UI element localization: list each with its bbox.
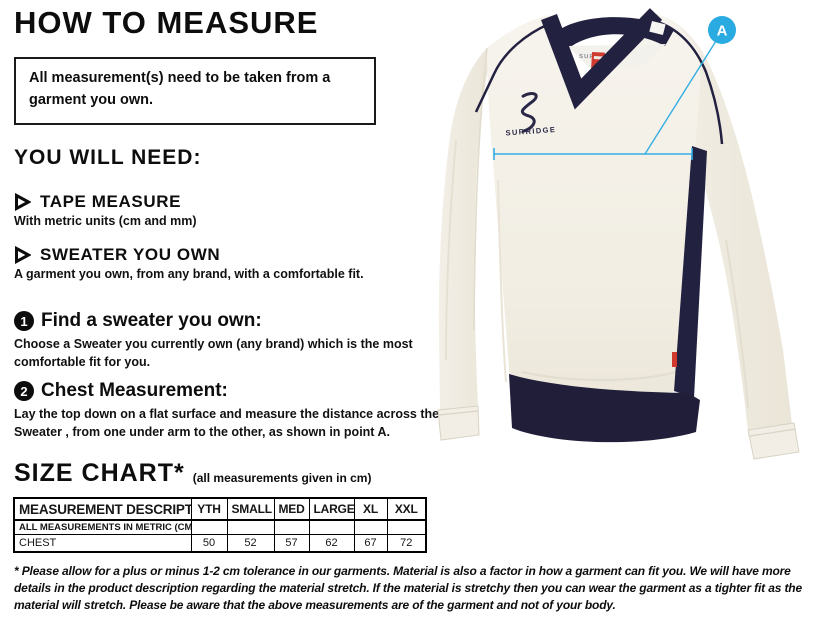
step-number-badge: 2 bbox=[14, 381, 34, 401]
column-header: XL bbox=[353, 497, 388, 521]
measurement-notice: All measurement(s) need to be taken from… bbox=[14, 57, 376, 125]
column-header: YTH bbox=[190, 497, 228, 521]
brand-logo: SURRIDGE bbox=[505, 92, 557, 138]
step-1-description: Choose a Sweater you currently own (any … bbox=[14, 337, 413, 369]
sweater-side-panel bbox=[674, 146, 707, 398]
brand-logo-text: SURRIDGE bbox=[505, 125, 556, 138]
table-row: ALL MEASUREMENTS IN METRIC (CM) bbox=[13, 519, 427, 535]
need-item-tape-measure: TAPE MEASURE With metric units (cm and m… bbox=[14, 192, 197, 228]
need-item-label: TAPE MEASURE bbox=[40, 192, 182, 211]
table-row: CHEST 50 52 57 62 67 72 bbox=[13, 534, 427, 553]
cell bbox=[190, 519, 228, 535]
cell: 72 bbox=[386, 534, 427, 553]
column-header: SMALL bbox=[226, 497, 275, 521]
row-label: ALL MEASUREMENTS IN METRIC (CM) bbox=[13, 519, 192, 535]
you-will-need-heading: YOU WILL NEED: bbox=[14, 146, 202, 169]
step-title: Chest Measurement: bbox=[41, 380, 228, 401]
step-2-heading: 2 Chest Measurement: bbox=[14, 380, 228, 402]
need-item-sweater: SWEATER YOU OWN A garment you own, from … bbox=[14, 245, 364, 281]
column-header: LARGE bbox=[308, 497, 355, 521]
sweater-illustration: SURRIDGE SURRIDGE A bbox=[426, 0, 816, 462]
sweater-right-sleeve bbox=[652, 13, 792, 431]
outlined-play-triangle-icon bbox=[14, 192, 32, 212]
sweater-waistband bbox=[509, 374, 700, 443]
cell bbox=[353, 519, 388, 535]
need-item-description: With metric units (cm and mm) bbox=[14, 214, 197, 228]
cell: 52 bbox=[226, 534, 275, 553]
collar-v-band bbox=[541, 8, 663, 110]
cell: 57 bbox=[273, 534, 310, 553]
sweater-right-cuff bbox=[747, 422, 800, 460]
column-header: MED bbox=[273, 497, 310, 521]
cell bbox=[226, 519, 275, 535]
sweater-body bbox=[487, 13, 701, 400]
column-header: XXL bbox=[386, 497, 427, 521]
column-header: MEASUREMENT DESCRIPTION bbox=[13, 497, 192, 521]
size-chart-subtitle: (all measurements given in cm) bbox=[192, 471, 372, 485]
step-1-heading: 1 Find a sweater you own: bbox=[14, 310, 262, 332]
cell: 62 bbox=[308, 534, 355, 553]
table-header-row: MEASUREMENT DESCRIPTION YTH SMALL MED LA… bbox=[13, 497, 427, 521]
step-number-badge: 1 bbox=[14, 311, 34, 331]
collar-shoulder-label bbox=[649, 20, 666, 36]
tolerance-disclaimer: * Please allow for a plus or minus 1-2 c… bbox=[14, 564, 802, 612]
row-label: CHEST bbox=[13, 534, 192, 553]
size-chart-table: MEASUREMENT DESCRIPTION YTH SMALL MED LA… bbox=[13, 497, 427, 553]
cell: 67 bbox=[353, 534, 388, 553]
cell bbox=[273, 519, 310, 535]
page-title: HOW TO MEASURE bbox=[14, 5, 319, 40]
cell bbox=[386, 519, 427, 535]
pointer-line bbox=[644, 40, 717, 155]
measurement-annotation: A bbox=[493, 16, 736, 160]
sweater-svg: SURRIDGE SURRIDGE A bbox=[437, 8, 800, 460]
outlined-play-triangle-icon bbox=[14, 245, 32, 265]
point-a-label: A bbox=[717, 23, 728, 40]
step-2-description: Lay the top down on a flat surface and m… bbox=[14, 407, 440, 439]
cell: 50 bbox=[190, 534, 228, 553]
need-item-description: A garment you own, from any brand, with … bbox=[14, 267, 364, 281]
need-item-label: SWEATER YOU OWN bbox=[40, 245, 221, 264]
shoulder-piping-right bbox=[657, 20, 724, 145]
shoulder-piping-left bbox=[474, 22, 550, 113]
cell bbox=[308, 519, 355, 535]
size-chart-heading-row: SIZE CHART* (all measurements given in c… bbox=[14, 459, 371, 488]
red-tag bbox=[672, 352, 677, 367]
point-a-badge bbox=[708, 16, 736, 44]
size-chart-heading: SIZE CHART* bbox=[14, 459, 185, 487]
step-title: Find a sweater you own: bbox=[41, 310, 262, 331]
sweater-left-sleeve bbox=[438, 48, 490, 410]
